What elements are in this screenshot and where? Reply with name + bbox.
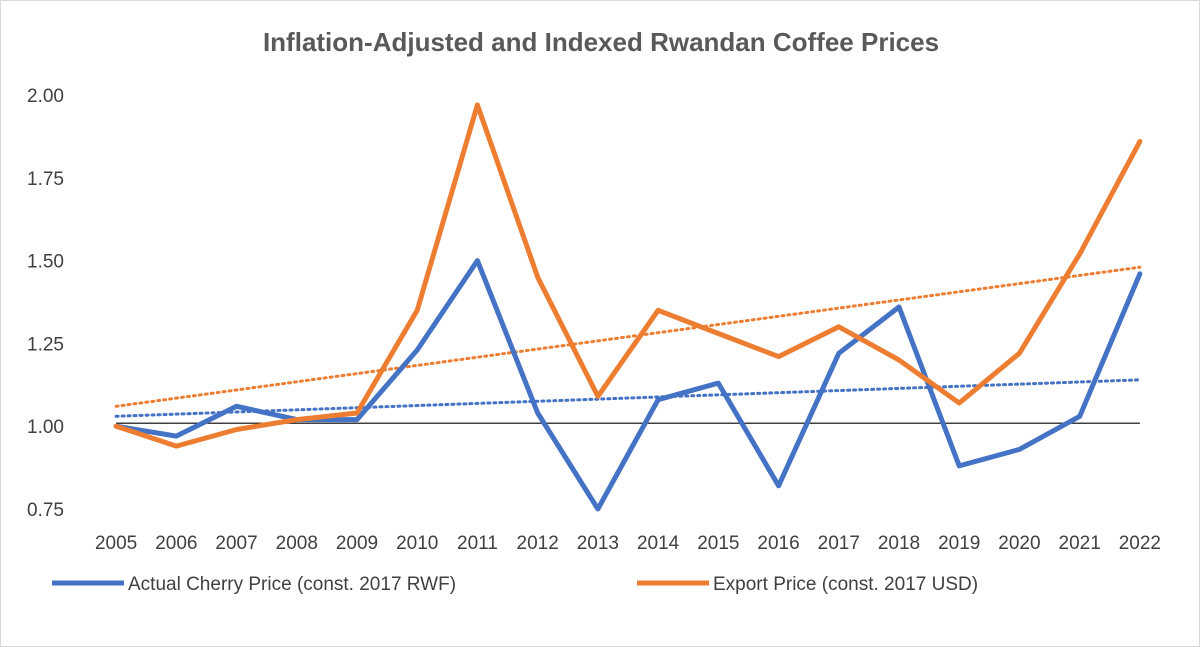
y-tick-label: 2.00 [27,86,64,107]
y-tick-label: 1.50 [27,252,64,273]
x-tick-label: 2007 [215,533,257,554]
x-tick-label: 2008 [276,533,318,554]
x-tick-label: 2010 [396,533,438,554]
x-tick-label: 2012 [517,533,559,554]
x-tick-label: 2016 [757,533,799,554]
chart-title: Inflation-Adjusted and Indexed Rwandan C… [262,27,940,57]
x-tick-label: 2018 [878,533,920,554]
legend-label-2: Export Price (const. 2017 USD) [713,574,978,595]
y-tick-label: 1.25 [27,334,64,355]
y-tick-label: 0.75 [27,500,64,521]
y-tick-label: 1.00 [27,417,64,438]
x-tick-label: 2006 [155,533,197,554]
x-tick-label: 2015 [697,533,739,554]
x-tick-label: 2020 [998,533,1040,554]
x-tick-label: 2009 [336,533,378,554]
legend-label-1: Actual Cherry Price (const. 2017 RWF) [128,574,456,595]
series-line-2 [113,102,1143,449]
x-tick-label: 2022 [1119,533,1161,554]
x-tick-label: 2017 [818,533,860,554]
series-line-1 [113,258,1143,512]
x-tick-label: 2013 [577,533,619,554]
x-tick-label: 2019 [938,533,980,554]
x-tick-label: 2011 [457,533,498,554]
y-tick-label: 1.75 [27,169,64,190]
x-tick-label: 2014 [637,533,680,554]
x-tick-label: 2005 [95,533,137,554]
trendline-series-1 [114,378,1142,418]
trendline-series-2 [114,265,1142,408]
x-tick-label: 2021 [1059,533,1101,554]
